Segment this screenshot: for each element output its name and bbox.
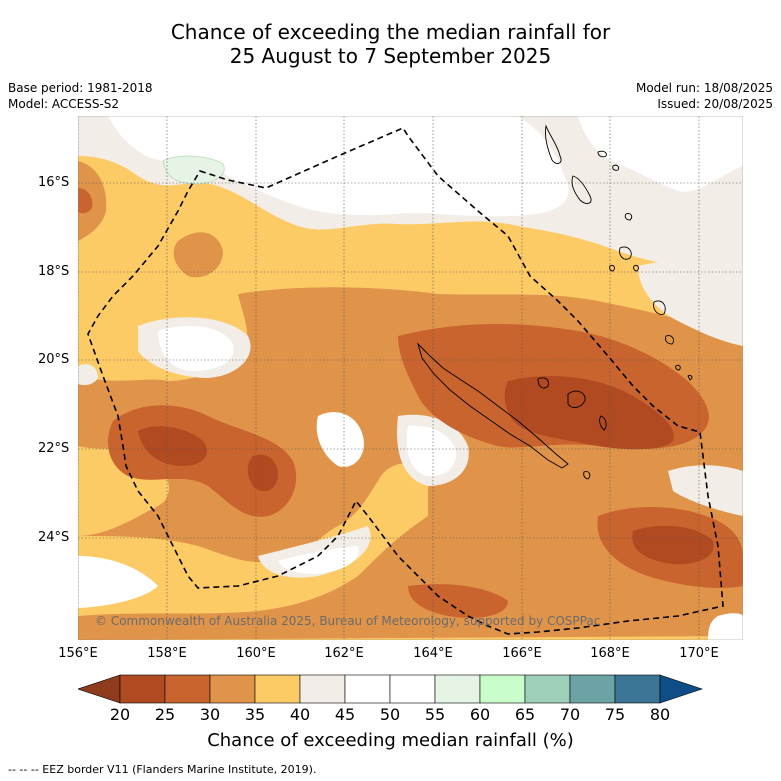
colorbar-tick-label: 80 — [649, 705, 671, 724]
colorbar-segment — [344, 674, 391, 704]
colorbar-tick-label: 45 — [334, 705, 356, 724]
new-caledonia-island — [417, 342, 569, 469]
issued-text: Issued: 20/08/2025 — [657, 97, 773, 111]
colorbar-segment — [254, 674, 301, 704]
colorbar-segment — [299, 674, 346, 704]
contour-band-25-30-west — [78, 188, 93, 214]
loyalty-islands-mare — [537, 377, 549, 389]
vanuatu-small-islands — [597, 150, 693, 381]
contour-band-20-25-east — [504, 376, 674, 450]
lat-label-18s: 18°S — [38, 264, 70, 279]
contour-band-20-25-se — [632, 525, 714, 565]
contour-band-45-55-centre-south-core — [406, 425, 457, 477]
colorbar-tick-label: 50 — [379, 705, 401, 724]
contour-band-45-55-north — [108, 116, 569, 217]
contour-band-35-40-sw — [78, 463, 428, 616]
colorbar — [78, 674, 703, 704]
eez-border — [87, 126, 724, 635]
loyalty-islands-ouvea — [599, 415, 607, 431]
contour-band-45-55-se-edge — [708, 613, 743, 640]
contour-band-45-55-north-east — [578, 116, 743, 192]
colorbar-segment — [119, 674, 166, 704]
colorbar-over-arrow — [659, 674, 703, 704]
contour-band-30-35-west — [78, 161, 107, 241]
colorbar-tick-label: 55 — [424, 705, 446, 724]
chart-title-line2: 25 August to 7 September 2025 — [229, 44, 552, 68]
colorbar-segment — [524, 674, 571, 704]
colorbar-segment — [569, 674, 616, 704]
lon-label-162e: 162°E — [324, 646, 364, 661]
colorbar-tick-label: 30 — [199, 705, 221, 724]
colorbar-tick-label: 70 — [559, 705, 581, 724]
map-credit: © Commonwealth of Australia 2025, Bureau… — [95, 614, 601, 628]
isle-of-pines — [583, 471, 591, 480]
rainfall-map — [78, 116, 743, 640]
meta-left: Base period: 1981-2018 Model: ACCESS-S2 — [8, 80, 153, 112]
colorbar-tick-label: 25 — [154, 705, 176, 724]
lat-label-22s: 22°S — [38, 441, 70, 456]
contour-band-20-25-west-patch — [247, 454, 278, 492]
contour-band-40-45-east-2 — [668, 465, 743, 516]
colorbar-segment — [434, 674, 481, 704]
contour-band-30-35-nw — [173, 232, 223, 278]
colorbar-segment — [479, 674, 526, 704]
contour-band-55-60 — [162, 155, 225, 185]
contour-band-45-55-s — [278, 546, 359, 574]
vanuatu-efate — [619, 246, 632, 260]
colorbar-segment — [389, 674, 436, 704]
colorbar-tick-label: 65 — [514, 705, 536, 724]
colorbar-tick-label: 60 — [469, 705, 491, 724]
lon-label-164e: 164°E — [413, 646, 453, 661]
model-run-text: Model run: 18/08/2025 — [635, 81, 773, 95]
colorbar-tick-label: 20 — [109, 705, 131, 724]
lat-label-24s: 24°S — [38, 530, 70, 545]
vanuatu-tanna — [665, 335, 675, 345]
lat-label-16s: 16°S — [38, 175, 70, 190]
contour-band-20-25-west-central — [138, 426, 207, 466]
lon-label-170e: 170°E — [679, 646, 719, 661]
eez-footer-note: -- -- -- EEZ border V11 (Flanders Marine… — [8, 763, 317, 776]
contour-band-45-55-sw — [78, 556, 158, 608]
chart-title-line1: Chance of exceeding the median rainfall … — [170, 20, 611, 44]
colorbar-segment — [614, 674, 661, 704]
contour-band-40-45-west — [78, 364, 98, 386]
model-text: Model: ACCESS-S2 — [8, 97, 120, 111]
meta-right: Model run: 18/08/2025 Issued: 20/08/2025 — [636, 80, 773, 112]
colorbar-segment — [209, 674, 256, 704]
lon-label-160e: 160°E — [236, 646, 276, 661]
base-period-text: Base period: 1981-2018 — [8, 81, 153, 95]
colorbar-segment — [164, 674, 211, 704]
colorbar-title: Chance of exceeding median rainfall (%) — [207, 730, 574, 751]
colorbar-tick-label: 75 — [604, 705, 626, 724]
lon-label-156e: 156°E — [58, 646, 98, 661]
colorbar-tick-label: 35 — [244, 705, 266, 724]
map-gridlines — [78, 116, 743, 640]
colorbar-under-arrow — [78, 674, 121, 704]
loyalty-islands-lifou — [567, 390, 586, 408]
vanuatu-espiritu-santo — [545, 124, 562, 164]
contour-band-45-55-central — [316, 412, 364, 467]
lon-label-158e: 158°E — [147, 646, 187, 661]
vanuatu-erromango — [653, 300, 666, 315]
contour-band-40-45-east — [638, 260, 743, 346]
vanuatu-malakula — [571, 175, 592, 204]
colorbar-tick-label: 40 — [289, 705, 311, 724]
lon-label-168e: 168°E — [590, 646, 630, 661]
lon-label-166e: 166°E — [502, 646, 542, 661]
lat-label-20s: 20°S — [38, 352, 70, 367]
